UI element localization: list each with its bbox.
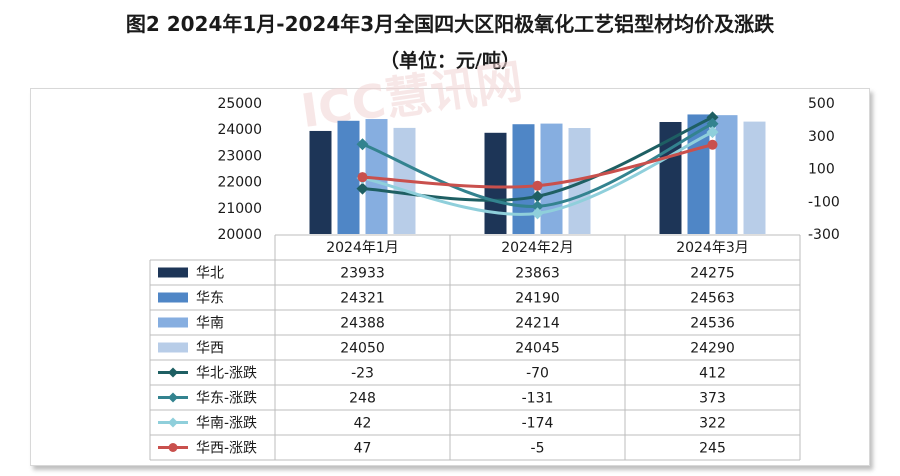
chart-title: 图2 2024年1月-2024年3月全国四大区阳极氧化工艺铝型材均价及涨跌 bbox=[125, 12, 775, 36]
table-cell: -23 bbox=[351, 366, 374, 382]
y-left-tick: 21000 bbox=[217, 201, 262, 217]
legend-label: 华东 bbox=[196, 291, 224, 307]
table-cell: -70 bbox=[526, 366, 549, 382]
marker-华南-涨跌 bbox=[706, 126, 719, 139]
table-cell: -174 bbox=[522, 416, 554, 432]
bar-华东 bbox=[337, 120, 360, 234]
legend-swatch-华南 bbox=[158, 317, 188, 328]
y-right-tick: -300 bbox=[808, 227, 840, 243]
category-label: 2024年2月 bbox=[501, 240, 574, 256]
table-cell: 24045 bbox=[515, 341, 560, 357]
legend-marker-华北-涨跌 bbox=[168, 367, 178, 378]
marker-华西-涨跌 bbox=[532, 180, 543, 191]
legend-swatch-华东 bbox=[158, 292, 188, 303]
marker-华东-涨跌 bbox=[706, 117, 719, 130]
table-cell: 24190 bbox=[515, 291, 560, 307]
category-label: 2024年3月 bbox=[676, 240, 749, 256]
y-left-tick: 23000 bbox=[217, 148, 262, 164]
bar-华北 bbox=[659, 121, 682, 234]
bar-华西 bbox=[743, 121, 766, 234]
marker-华东-涨跌 bbox=[356, 138, 369, 151]
table-cell: -131 bbox=[522, 391, 554, 407]
chart-subtitle-unit: （单位：元/吨） bbox=[380, 50, 520, 72]
category-label: 2024年1月 bbox=[326, 240, 399, 256]
marker-华南-涨跌 bbox=[531, 207, 544, 220]
table-cell: 24290 bbox=[690, 341, 735, 357]
y-left-tick: 25000 bbox=[217, 96, 262, 112]
y-left-tick: 24000 bbox=[217, 122, 262, 138]
legend-marker-华南-涨跌 bbox=[168, 417, 178, 428]
bar-华北 bbox=[484, 132, 507, 234]
y-right-tick: 100 bbox=[808, 162, 835, 178]
marker-华东-涨跌 bbox=[531, 200, 544, 213]
table-cell: 23933 bbox=[340, 266, 385, 282]
legend-label: 华南 bbox=[196, 316, 224, 332]
legend-label: 华东-涨跌 bbox=[196, 391, 257, 407]
legend-label: 华南-涨跌 bbox=[196, 416, 257, 432]
bar-华北 bbox=[309, 130, 332, 234]
marker-华北-涨跌 bbox=[706, 111, 719, 124]
bar-华西 bbox=[568, 128, 591, 234]
bar-华南 bbox=[715, 115, 738, 234]
table-cell: 47 bbox=[354, 441, 372, 457]
legend-label: 华北 bbox=[196, 266, 224, 282]
y-left-tick: 20000 bbox=[217, 227, 262, 243]
marker-华北-涨跌 bbox=[531, 190, 544, 203]
table-cell: 24050 bbox=[340, 341, 385, 357]
marker-华西-涨跌 bbox=[357, 172, 368, 183]
legend-marker-华西-涨跌 bbox=[168, 443, 178, 452]
legend-label: 华西 bbox=[196, 341, 224, 357]
table-cell: 412 bbox=[699, 366, 726, 382]
table-cell: -5 bbox=[531, 441, 545, 457]
bar-华东 bbox=[512, 124, 535, 234]
table-cell: 24214 bbox=[515, 316, 560, 332]
table-cell: 23863 bbox=[515, 266, 560, 282]
marker-华西-涨跌 bbox=[707, 139, 718, 150]
marker-华北-涨跌 bbox=[356, 182, 369, 195]
legend-label: 华西-涨跌 bbox=[196, 441, 257, 457]
table-cell: 24321 bbox=[340, 291, 385, 307]
table-cell: 24563 bbox=[690, 291, 735, 307]
legend-marker-华东-涨跌 bbox=[168, 392, 178, 403]
table-cell: 245 bbox=[699, 441, 726, 457]
y-right-tick: 500 bbox=[808, 96, 835, 112]
y-left-tick: 22000 bbox=[217, 175, 262, 191]
table-cell: 248 bbox=[349, 391, 376, 407]
table-cell: 24536 bbox=[690, 316, 735, 332]
bar-华南 bbox=[540, 123, 563, 234]
y-right-tick: -100 bbox=[808, 194, 840, 210]
table-cell: 24275 bbox=[690, 266, 735, 282]
table-cell: 42 bbox=[354, 416, 372, 432]
table-cell: 24388 bbox=[340, 316, 385, 332]
table-cell: 373 bbox=[699, 391, 726, 407]
legend-swatch-华西 bbox=[158, 342, 188, 353]
table-cell: 322 bbox=[699, 416, 726, 432]
legend-swatch-华北 bbox=[158, 267, 188, 278]
y-right-tick: 300 bbox=[808, 129, 835, 145]
legend-label: 华北-涨跌 bbox=[196, 366, 257, 382]
